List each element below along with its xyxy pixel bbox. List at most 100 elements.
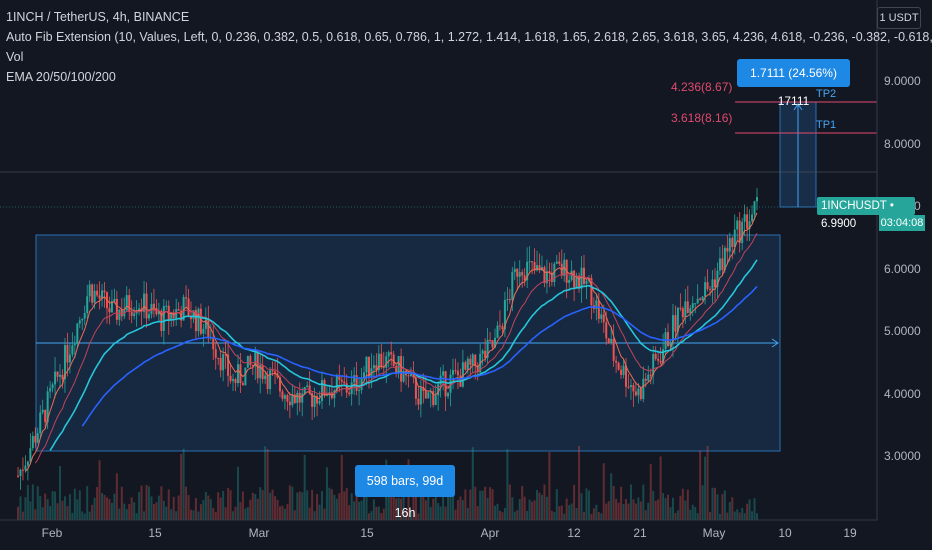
measure-arrowhead [793, 103, 803, 111]
volume-bar [29, 501, 32, 520]
volume-bar [543, 484, 546, 520]
volume-bar [353, 501, 356, 520]
measure-label[interactable]: 1.7111 (24.56%) 17111 [737, 59, 850, 108]
currency-selector[interactable]: 1 USDT [877, 7, 921, 29]
candle-body [449, 374, 452, 393]
volume-bar [570, 503, 573, 520]
volume-bar [711, 487, 714, 520]
candle-body [726, 247, 729, 252]
volume-bar [17, 506, 19, 520]
volume-bar [340, 454, 343, 520]
candle-body [647, 374, 650, 381]
candle-body [180, 310, 183, 321]
candle-body [513, 268, 516, 273]
candle-body [615, 360, 618, 363]
volume-bar [204, 491, 207, 520]
legend-ema[interactable]: EMA 20/50/100/200 [6, 70, 116, 84]
volume-bar [536, 489, 539, 520]
volume-bar [133, 502, 136, 520]
volume-bar [101, 492, 104, 520]
volume-bar [491, 489, 494, 520]
volume-bar [63, 496, 66, 520]
candle-body [185, 297, 188, 299]
fib-label-tp1: 3.618(8.16) [671, 111, 733, 125]
volume-bar [718, 513, 721, 520]
volume-bar [706, 445, 709, 520]
candle-body [177, 309, 180, 311]
volume-bar [498, 510, 501, 520]
volume-bar [414, 487, 417, 520]
volume-bar [419, 496, 422, 520]
volume-bar [461, 500, 464, 520]
volume-bar [113, 493, 116, 520]
volume-bar [49, 506, 52, 520]
volume-bar [595, 504, 598, 520]
volume-bar [372, 499, 375, 520]
volume-bar [212, 507, 215, 520]
candle-body [147, 314, 150, 319]
candle-body [259, 364, 262, 379]
candle-body [721, 258, 724, 270]
time-tick-label: 15 [360, 526, 374, 540]
volume-bar [251, 492, 254, 520]
candle-body [21, 469, 24, 471]
candle-body [365, 356, 368, 373]
candle-body [518, 272, 521, 277]
volume-bar [308, 507, 311, 520]
candle-body [232, 379, 235, 382]
candle-body [392, 354, 395, 366]
volume-bar [439, 506, 442, 520]
volume-bar [545, 496, 548, 520]
volume-bar [726, 512, 729, 520]
candle-body [543, 267, 546, 284]
volume-bar [721, 494, 724, 520]
legend-volume[interactable]: Vol [6, 50, 24, 64]
volume-bar [605, 503, 608, 520]
time-tick-label: Apr [480, 526, 500, 540]
volume-bar [587, 490, 590, 520]
candle-body [424, 390, 427, 399]
time-tick-label: May [702, 526, 726, 540]
volume-bar [81, 511, 84, 520]
candle-body [451, 370, 454, 375]
volume-bar [232, 511, 235, 520]
candle-body [736, 220, 739, 230]
candle-body [78, 320, 81, 324]
volume-bar [276, 499, 279, 520]
candle-body [162, 306, 165, 331]
volume-bar [98, 460, 101, 520]
volume-bar [358, 501, 361, 520]
volume-bar [511, 497, 514, 520]
candle-body [367, 356, 370, 377]
candle-body [335, 376, 338, 391]
candle-body [251, 364, 254, 367]
candle-body [108, 308, 111, 313]
volume-bar [41, 507, 44, 520]
candle-body [704, 282, 707, 297]
legend-fib[interactable]: Auto Fib Extension (10, Values, Left, 0,… [6, 30, 932, 44]
candle-body [570, 270, 573, 280]
volume-bar [409, 510, 412, 520]
legend-symbol[interactable]: 1INCH / TetherUS, 4h, BINANCE [6, 10, 190, 24]
volume-bar [152, 503, 155, 520]
volume-bar [330, 489, 333, 520]
candle-body [439, 375, 442, 385]
volume-bar [649, 464, 652, 520]
volume-bar [24, 497, 27, 520]
volume-bar [59, 465, 62, 520]
volume-bar [187, 495, 190, 520]
candle-body [17, 475, 19, 477]
candle-body [377, 353, 380, 371]
candle-body [182, 297, 185, 321]
candles [17, 188, 758, 490]
candle-body [155, 308, 158, 315]
volume-bar [610, 473, 613, 520]
date-range-label[interactable]: 598 bars, 99d 16h [355, 465, 455, 520]
volume-bar [227, 487, 230, 520]
volume-bar [701, 485, 704, 520]
volume-bar [397, 497, 400, 520]
candle-body [521, 272, 524, 276]
volume-bar [44, 493, 47, 520]
volume-bar [466, 507, 469, 520]
